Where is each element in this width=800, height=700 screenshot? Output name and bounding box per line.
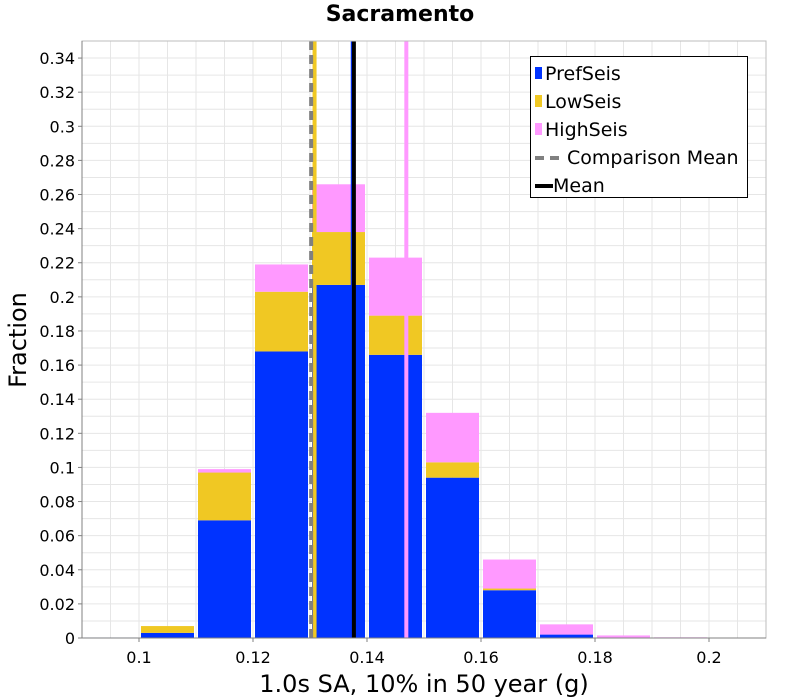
legend-item-comparison-mean: Comparison Mean [531, 145, 749, 173]
legend-item-highseis: HighSeis [531, 117, 749, 145]
y-tick-label: 0.02 [39, 595, 75, 614]
bar-lowseis-6 [426, 462, 479, 478]
y-tick-label: 0.08 [39, 493, 75, 512]
y-tick-label: 0.28 [39, 151, 75, 170]
legend-swatch [535, 95, 542, 107]
bar-highseis-3 [255, 264, 308, 292]
legend-label: HighSeis [545, 119, 628, 141]
bar-prefseis-4 [312, 284, 365, 638]
y-tick-label: 0.32 [39, 83, 75, 102]
bar-prefseis-1 [141, 632, 194, 638]
legend-item-mean: Mean [531, 173, 749, 201]
legend-label: PrefSeis [545, 63, 621, 85]
legend-swatch [535, 123, 542, 135]
legend-item-prefseis: PrefSeis [531, 61, 749, 89]
x-tick-label: 0.14 [349, 648, 385, 667]
y-tick-label: 0.18 [39, 322, 75, 341]
y-tick-label: 0.12 [39, 424, 75, 443]
bar-prefseis-5 [369, 354, 422, 638]
y-tick-label: 0.16 [39, 356, 75, 375]
bar-highseis-7 [483, 559, 536, 589]
x-tick-label: 0.1 [126, 648, 151, 667]
legend: PrefSeis LowSeis HighSeis Comparison Mean Me… [530, 56, 748, 198]
bar-lowseis-2 [198, 472, 251, 521]
x-tick-label: 0.16 [463, 648, 499, 667]
bar-prefseis-2 [198, 520, 251, 638]
legend-swatch [535, 67, 542, 79]
y-tick-label: 0.1 [50, 458, 75, 477]
bar-highseis-4 [312, 184, 365, 233]
x-tick-label: 0.12 [235, 648, 271, 667]
bar-highseis-2 [198, 469, 251, 473]
legend-item-lowseis: LowSeis [531, 89, 749, 117]
bar-lowseis-1 [141, 626, 194, 633]
bar-lowseis-5 [369, 315, 422, 355]
x-tick-label: 0.2 [696, 648, 721, 667]
bar-highseis-5 [369, 257, 422, 316]
y-tick-label: 0.14 [39, 390, 75, 409]
bar-prefseis-6 [426, 477, 479, 638]
y-tick-label: 0.3 [50, 117, 75, 136]
bar-lowseis-3 [255, 291, 308, 352]
legend-label: LowSeis [545, 91, 622, 113]
y-tick-label: 0.24 [39, 220, 75, 239]
y-tick-label: 0.06 [39, 527, 75, 546]
legend-swatch [535, 184, 553, 188]
bar-lowseis-7 [483, 588, 536, 591]
y-tick-label: 0.04 [39, 561, 75, 580]
y-tick-label: 0.2 [50, 288, 75, 307]
legend-label: Comparison Mean [567, 147, 739, 169]
y-axis-label: Fraction [4, 292, 32, 388]
y-tick-label: 0.26 [39, 186, 75, 205]
ticks-layer: 0 0.02 0.04 0.06 0.08 0.1 0.12 0.14 0.16 0.18 0.2 0… [39, 49, 721, 667]
y-tick-label: 0.34 [39, 49, 75, 68]
y-tick-label: 0 [65, 629, 75, 648]
x-tick-label: 0.18 [577, 648, 613, 667]
bar-prefseis-8 [540, 634, 593, 638]
legend-label: Mean [553, 175, 605, 197]
axes-layer [81, 40, 767, 639]
bars-layer [84, 184, 707, 639]
bar-lowseis-4 [312, 232, 365, 285]
x-axis-label: 1.0s SA, 10% in 50 year (g) [259, 670, 589, 698]
bar-highseis-8 [540, 624, 593, 635]
lines-layer [309, 41, 409, 638]
y-tick-label: 0.22 [39, 254, 75, 273]
bar-prefseis-3 [255, 351, 308, 638]
chart-title: Sacramento [325, 2, 475, 27]
bar-highseis-9 [597, 635, 650, 638]
bar-highseis-6 [426, 412, 479, 463]
legend-swatch [535, 156, 565, 160]
bar-prefseis-7 [483, 590, 536, 638]
